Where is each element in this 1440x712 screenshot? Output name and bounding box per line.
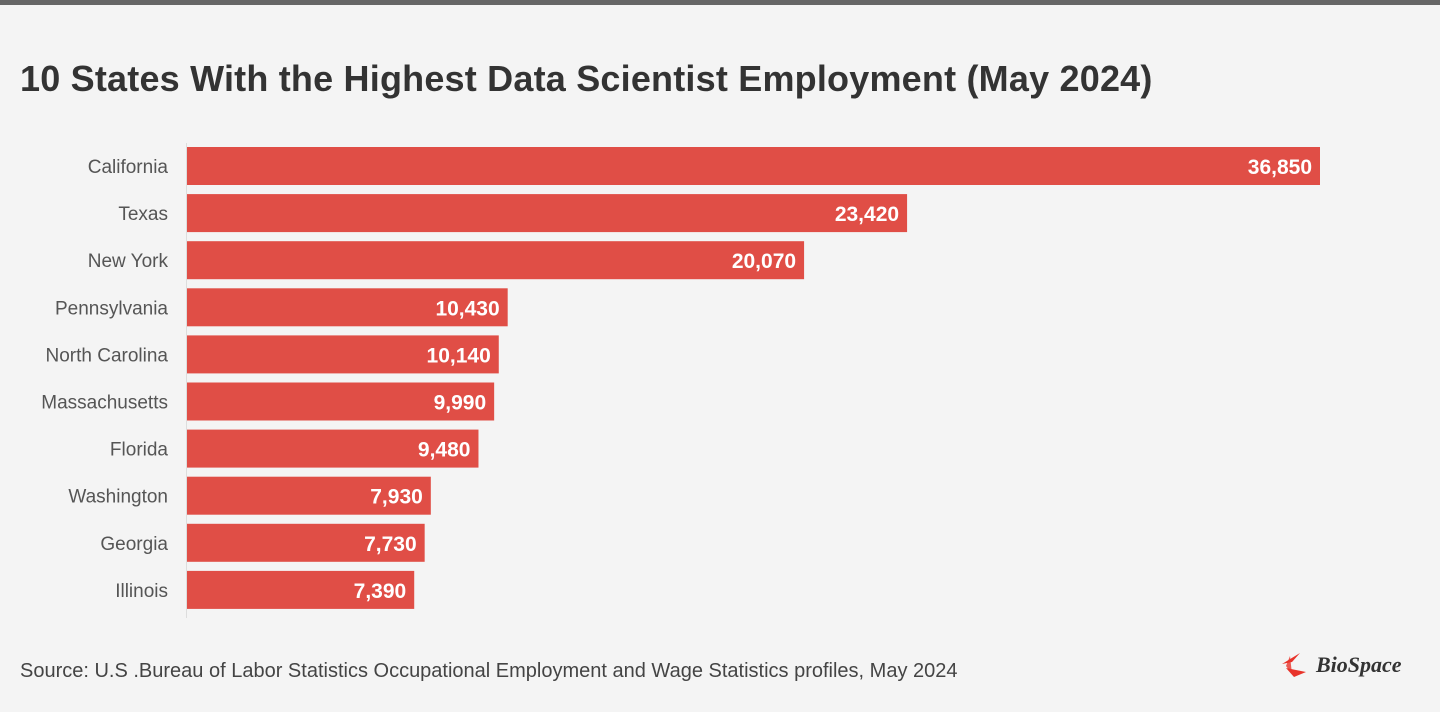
value-label: 7,390 [354,580,407,603]
bar [187,288,508,327]
category-label: Georgia [100,534,168,555]
source-note: Source: U.S .Bureau of Labor Statistics … [20,660,958,682]
value-label: 20,070 [732,250,796,273]
value-label: 36,850 [1248,156,1312,179]
category-label: Washington [68,487,168,508]
bar [187,147,1320,185]
category-label: Texas [118,204,168,225]
logo-text: BioSpace [1316,652,1402,677]
value-label: 9,990 [434,392,487,415]
top-border [0,0,1440,5]
bar [187,382,495,421]
bar [187,429,479,468]
value-label: 7,730 [364,533,417,556]
value-label: 9,480 [418,439,471,462]
value-label: 10,430 [435,297,499,320]
category-label: Illinois [115,581,168,602]
bar [187,570,415,609]
value-label: 23,420 [835,203,899,226]
bar [187,194,908,233]
bar [187,476,431,515]
value-label: 10,140 [427,344,491,367]
category-label: North Carolina [46,345,169,366]
biospace-logo-icon [1282,653,1306,677]
bar [187,523,425,562]
biospace-logo: BioSpace [1278,650,1402,680]
value-label: 7,930 [370,486,423,509]
category-label: Florida [110,440,169,461]
category-label: Pennsylvania [55,298,168,319]
category-label: California [88,157,169,178]
chart-title: 10 States With the Highest Data Scientis… [20,58,1153,99]
category-label: New York [88,251,169,272]
category-label: Massachusetts [41,393,168,414]
bar [187,335,499,374]
bar [187,241,805,280]
